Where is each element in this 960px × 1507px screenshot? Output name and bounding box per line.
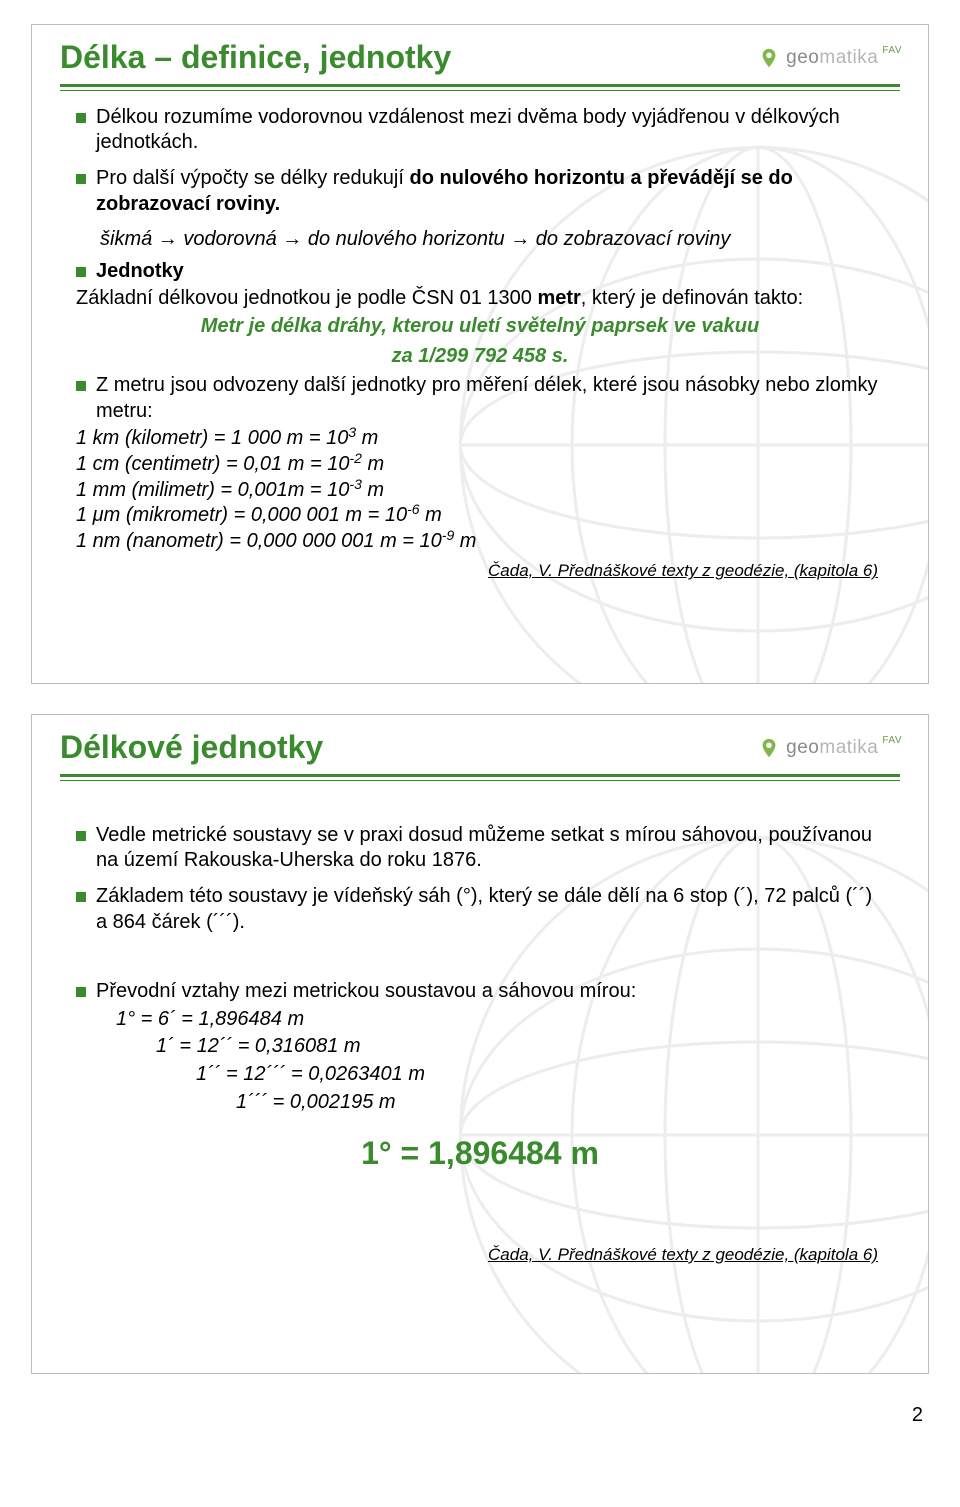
- metr-definition-intro: Základní délkovou jednotkou je podle ČSN…: [76, 286, 884, 312]
- bullet-derived-units: Z metru jsou odvozeny další jednotky pro…: [76, 373, 884, 424]
- brand-logo: geomatika FAV: [758, 737, 904, 759]
- bullet-conversion: Převodní vztahy mezi metrickou soustavou…: [76, 979, 884, 1005]
- bullet-sahova: Vedle metrické soustavy se v praxi dosud…: [76, 823, 884, 874]
- bullet-text: Převodní vztahy mezi metrickou soustavou…: [96, 979, 884, 1005]
- bullet-icon: [76, 987, 86, 997]
- logo-fav: FAV: [882, 735, 902, 746]
- unit-cm: 1 cm (centimetr) = 0,01 m = 10-2 m: [76, 452, 884, 478]
- slide-1: geomatika FAV Délka – definice, jednotky…: [31, 24, 929, 684]
- logo-text-geo: geo: [786, 47, 819, 68]
- bullet-icon: [76, 174, 86, 184]
- logo-fav: FAV: [882, 45, 902, 56]
- bullet-text: Jednotky: [96, 259, 884, 285]
- bullet-text: Základem této soustavy je vídeňský sáh (…: [96, 884, 884, 935]
- bullet-text: Z metru jsou odvozeny další jednotky pro…: [96, 373, 884, 424]
- bullet-icon: [76, 892, 86, 902]
- title-rules: [32, 766, 928, 781]
- slide-content: Délkou rozumíme vodorovnou vzdálenost me…: [32, 91, 928, 582]
- slide-header: geomatika FAV Délka – definice, jednotky: [32, 25, 928, 76]
- conv-palec: 1´´ = 12´´´ = 0,0263401 m: [76, 1062, 884, 1088]
- unit-nm: 1 nm (nanometr) = 0,000 000 001 m = 10-9…: [76, 529, 884, 555]
- reduction-chain: šikmá → vodorovná → do nulového horizont…: [76, 227, 884, 253]
- conv-stopa: 1´ = 12´´ = 0,316081 m: [76, 1034, 884, 1060]
- logo-text-matika: matika: [819, 737, 878, 758]
- sah-metric-equiv: 1° = 1,896484 m: [76, 1133, 884, 1174]
- slide-header: geomatika FAV Délkové jednotky: [32, 715, 928, 766]
- bullet-icon: [76, 267, 86, 277]
- bullet-icon: [76, 831, 86, 841]
- metr-definition-line2: za 1/299 792 458 s.: [76, 344, 884, 370]
- slide-2: geomatika FAV Délkové jednotky Vedle met…: [31, 714, 929, 1374]
- title-rules: [32, 76, 928, 91]
- unit-mm: 1 mm (milimetr) = 0,001m = 10-3 m: [76, 478, 884, 504]
- spacer: [76, 945, 884, 979]
- citation: Čada, V. Přednáškové texty z geodézie, (…: [76, 560, 884, 582]
- bullet-text: Vedle metrické soustavy se v praxi dosud…: [96, 823, 884, 874]
- metr-definition-line1: Metr je délka dráhy, kterou uletí světel…: [76, 314, 884, 340]
- brand-logo: geomatika FAV: [758, 47, 904, 69]
- pin-icon: [758, 737, 780, 759]
- bullet-icon: [76, 113, 86, 123]
- citation: Čada, V. Přednáškové texty z geodézie, (…: [76, 1244, 884, 1266]
- logo-text-matika: matika: [819, 47, 878, 68]
- pin-icon: [758, 47, 780, 69]
- bullet-text: Délkou rozumíme vodorovnou vzdálenost me…: [96, 105, 884, 156]
- unit-km: 1 km (kilometr) = 1 000 m = 103 m: [76, 426, 884, 452]
- conv-carka: 1´´´ = 0,002195 m: [76, 1090, 884, 1116]
- bullet-definition: Délkou rozumíme vodorovnou vzdálenost me…: [76, 105, 884, 156]
- bullet-videnskysah: Základem této soustavy je vídeňský sáh (…: [76, 884, 884, 935]
- conv-sah: 1° = 6´ = 1,896484 m: [76, 1007, 884, 1033]
- bullet-reduction: Pro další výpočty se délky redukují do n…: [76, 166, 884, 217]
- bullet-icon: [76, 381, 86, 391]
- bullet-text: Pro další výpočty se délky redukují do n…: [96, 166, 884, 217]
- slide-content: Vedle metrické soustavy se v praxi dosud…: [32, 781, 928, 1266]
- page-number: 2: [31, 1404, 929, 1427]
- unit-um: 1 μm (mikrometr) = 0,000 001 m = 10-6 m: [76, 503, 884, 529]
- logo-text-geo: geo: [786, 737, 819, 758]
- bullet-units-header: Jednotky: [76, 259, 884, 285]
